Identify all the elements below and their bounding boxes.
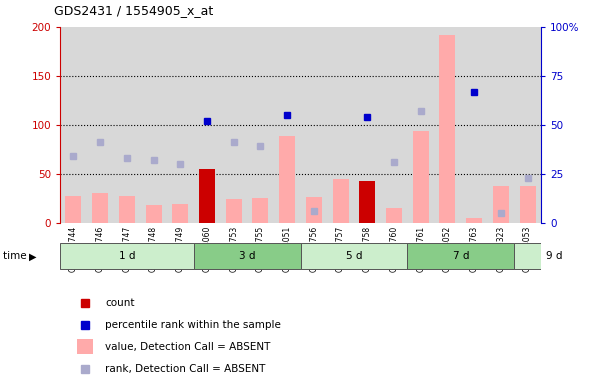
Text: count: count — [105, 298, 135, 308]
Bar — [439, 35, 456, 223]
Text: 7 d: 7 d — [453, 251, 469, 262]
Bar — [519, 185, 535, 223]
Bar — [306, 197, 322, 223]
Bar — [413, 131, 429, 223]
Bar — [252, 198, 269, 223]
Text: time: time — [3, 251, 30, 262]
Bar — [594, 243, 601, 269]
Text: rank, Detection Call = ABSENT: rank, Detection Call = ABSENT — [105, 364, 266, 374]
Text: percentile rank within the sample: percentile rank within the sample — [105, 320, 281, 330]
Bar — [332, 179, 349, 223]
Text: 9 d: 9 d — [546, 251, 563, 262]
Text: 5 d: 5 d — [346, 251, 362, 262]
Bar — [493, 185, 509, 223]
Bar — [60, 243, 194, 269]
Bar — [514, 243, 594, 269]
Text: value, Detection Call = ABSENT: value, Detection Call = ABSENT — [105, 342, 270, 352]
Bar — [119, 196, 135, 223]
Bar — [386, 208, 402, 223]
Bar — [194, 243, 300, 269]
Bar — [466, 218, 482, 223]
Bar — [359, 180, 375, 223]
Bar — [145, 205, 162, 223]
Bar — [226, 199, 242, 223]
Bar — [199, 169, 215, 223]
Bar — [78, 339, 93, 354]
Text: ▶: ▶ — [29, 251, 36, 262]
Bar — [199, 169, 215, 223]
Bar — [359, 180, 375, 223]
Text: 3 d: 3 d — [239, 251, 255, 262]
Bar — [66, 196, 82, 223]
Bar — [300, 243, 407, 269]
Text: GDS2431 / 1554905_x_at: GDS2431 / 1554905_x_at — [54, 4, 213, 17]
Bar — [279, 136, 295, 223]
Bar — [92, 194, 108, 223]
Bar — [172, 204, 188, 223]
Text: 1 d: 1 d — [118, 251, 135, 262]
Bar — [407, 243, 514, 269]
